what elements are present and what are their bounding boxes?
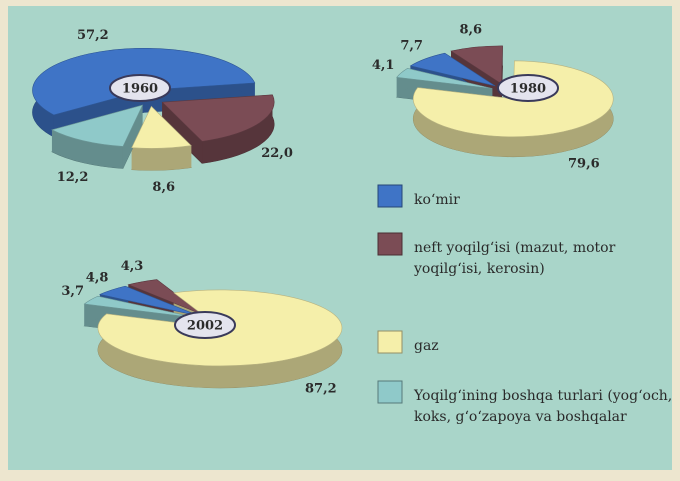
legend-swatch <box>377 232 403 256</box>
chart-title: 2002 <box>187 319 223 334</box>
pie-slice <box>51 104 144 147</box>
legend-swatch <box>377 330 403 354</box>
pie-slice <box>450 45 503 85</box>
value-label: 57,2 <box>77 28 109 43</box>
pie-slice <box>127 279 204 316</box>
year-badge <box>174 311 236 339</box>
value-label: 87,2 <box>305 382 337 397</box>
value-label: 79,6 <box>568 156 600 171</box>
slice-side <box>162 102 203 164</box>
pie-slice <box>83 295 198 319</box>
value-label: 7,7 <box>400 39 423 54</box>
value-label: 4,8 <box>86 270 109 285</box>
value-label: 3,7 <box>61 284 84 299</box>
pie-slice <box>98 285 200 317</box>
pie-slice <box>131 105 192 149</box>
pie-slice <box>161 94 275 142</box>
value-label: 12,2 <box>57 170 89 185</box>
legend-label: gaz <box>414 338 439 354</box>
value-label: 8,6 <box>152 180 175 195</box>
legend-label: ko‘mir <box>414 192 460 208</box>
year-badge <box>109 74 171 102</box>
legend-swatch <box>377 380 403 404</box>
legend-label: neft yoqilg‘isi (mazut, motor yoqilg‘isi… <box>414 240 616 277</box>
value-label: 4,1 <box>372 58 395 73</box>
value-label: 22,0 <box>261 146 293 161</box>
pie-slice <box>396 68 493 89</box>
value-label: 8,6 <box>459 23 482 38</box>
year-badge <box>497 74 559 102</box>
value-label: 4,3 <box>121 259 144 274</box>
slice-side <box>131 145 192 171</box>
chart-title: 1960 <box>122 82 158 97</box>
legend-swatch <box>377 184 403 208</box>
slice-side <box>51 129 123 169</box>
chart-title: 1980 <box>510 82 546 97</box>
legend-label: Yoqilg‘ining boshqa turlari (yog‘och, ko… <box>414 388 673 425</box>
pie-slice <box>409 52 496 87</box>
slice-side <box>202 94 275 164</box>
